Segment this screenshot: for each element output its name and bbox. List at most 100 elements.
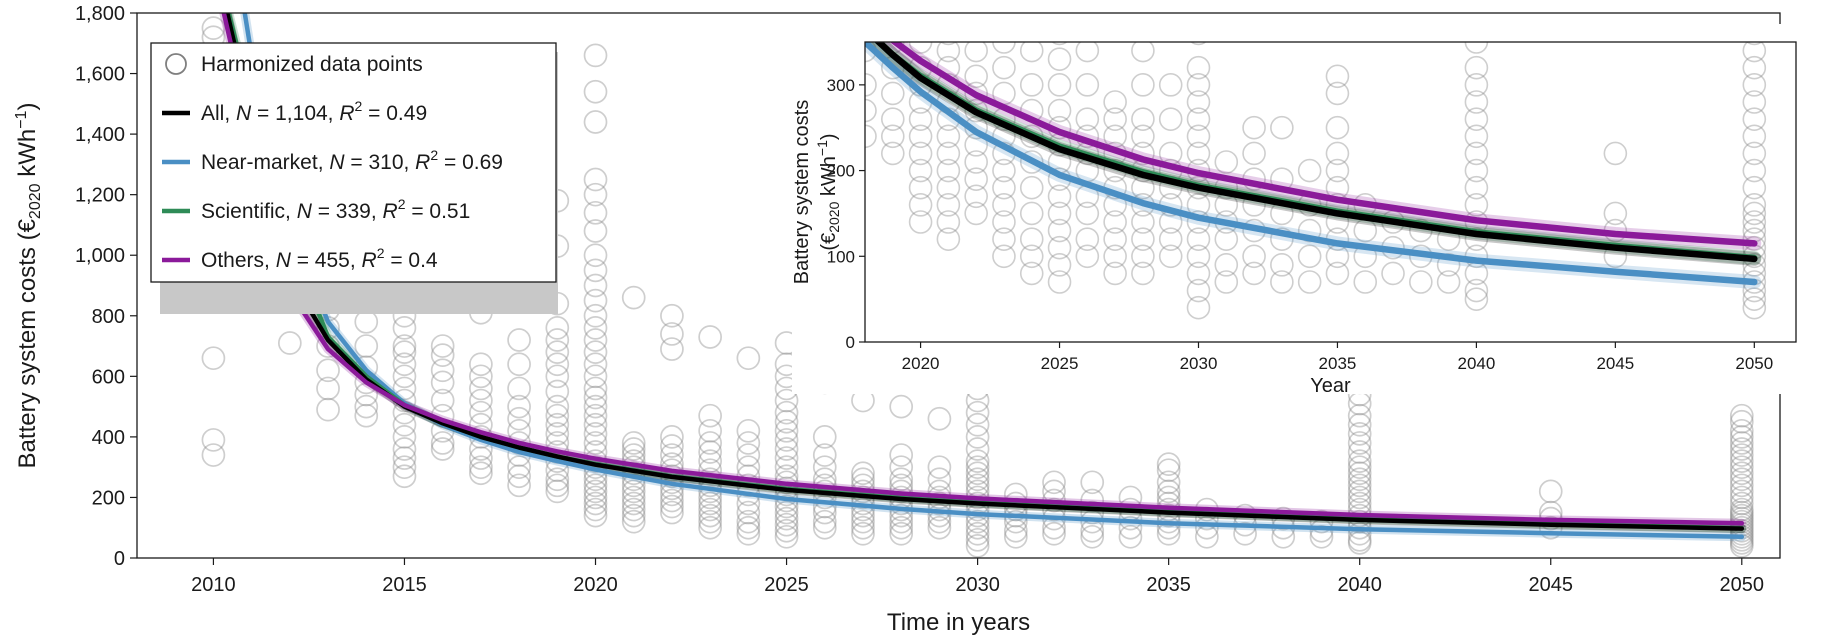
main-data-point (392, 455, 417, 480)
main-data-point (927, 455, 952, 480)
main-data-point (965, 521, 990, 546)
main-data-point (812, 443, 837, 467)
main-data-point (1080, 488, 1105, 513)
main-data-point (583, 340, 608, 364)
main-data-point (1347, 455, 1372, 480)
y-axis-title: Battery system costs (€2020 kWh−1) (13, 103, 44, 469)
main-data-point (965, 400, 990, 425)
inset-data-point (1103, 244, 1127, 269)
inset-y-tick-label: 0 (846, 333, 855, 352)
inset-data-point (1075, 201, 1100, 226)
inset-data-point (1047, 184, 1072, 209)
inset-data-point (1019, 150, 1044, 174)
main-data-point (1347, 440, 1372, 464)
main-data-point (1042, 521, 1066, 546)
main-data-point (698, 418, 722, 443)
inset-data-point (964, 64, 988, 89)
y-tick-label: 400 (92, 427, 125, 449)
inset-series-line-near-market (865, 42, 1758, 286)
main-data-point (812, 455, 837, 480)
main-data-point (583, 491, 608, 516)
main-data-point (1347, 531, 1372, 555)
main-data-point (507, 328, 531, 352)
main-data-point (545, 479, 570, 504)
inset-data-point (1103, 210, 1127, 234)
main-data-point (1538, 479, 1563, 504)
inset-data-point (936, 227, 961, 251)
main-data-point (583, 288, 608, 313)
inset-data-point (1742, 107, 1767, 131)
main-data-point (392, 334, 417, 358)
main-data-point (698, 497, 722, 522)
inset-data-point (1297, 158, 1322, 183)
main-data-point (1156, 503, 1181, 528)
main-data-point (583, 303, 608, 328)
main-data-point (851, 515, 875, 540)
main-data-point (660, 303, 684, 328)
inset-data-point (1186, 141, 1211, 166)
main-data-point (1347, 473, 1372, 498)
inset-data-point (1158, 73, 1183, 97)
inset-data-point (940, 42, 957, 46)
inset-data-point (1047, 73, 1072, 97)
main-data-point (583, 328, 608, 352)
inset-data-point (1242, 244, 1266, 269)
inset-data-point (1436, 253, 1461, 277)
main-data-point (660, 443, 684, 467)
main-data-point (469, 364, 493, 389)
inset-data-point (1158, 107, 1183, 131)
main-data-point (1729, 409, 1754, 434)
main-data-point (736, 418, 761, 443)
main-data-point (583, 473, 608, 498)
main-data-point (660, 337, 684, 361)
inset-data-point (1464, 124, 1489, 149)
main-data-point (660, 500, 684, 525)
main-data-point (1538, 515, 1563, 540)
inset-data-point (964, 150, 988, 174)
inset-data-point (1297, 244, 1322, 269)
main-data-point (1347, 521, 1372, 546)
inset-data-point (1158, 244, 1183, 269)
inset-data-point (865, 124, 877, 149)
main-data-point (660, 322, 684, 346)
inset-data-point (1603, 201, 1628, 226)
main-data-point (469, 455, 493, 480)
inset-data-point (1464, 90, 1489, 114)
main-data-point (430, 437, 455, 461)
inset-data-point (1464, 73, 1489, 97)
inset-data-point (992, 42, 1016, 54)
inset-data-point (1464, 42, 1489, 54)
inset-data-point (880, 141, 905, 166)
inset-data-point (865, 98, 877, 123)
main-data-point (851, 461, 875, 486)
inset-data-point (1409, 270, 1433, 294)
series-line-all (224, 13, 1745, 531)
inset-data-point (1742, 227, 1767, 251)
main-data-point (965, 425, 990, 449)
main-data-point (469, 352, 493, 377)
inset-data-point (936, 193, 961, 217)
main-data-point (392, 352, 417, 377)
inset-data-point (964, 201, 988, 226)
inset-data-point (1019, 175, 1044, 200)
main-data-point (583, 385, 608, 410)
main-data-point (316, 397, 340, 422)
inset-data-point (1436, 270, 1461, 294)
legend-box (150, 42, 557, 283)
legend-entry-label: Near-market, N = 310, R2 = 0.69 (201, 147, 503, 174)
main-data-point (1156, 458, 1181, 483)
main-data-point (545, 394, 570, 419)
main-data-point (545, 467, 570, 492)
inset-data-point (771, 22, 793, 44)
inset-data-point (908, 141, 933, 166)
inset-data-point (1270, 253, 1294, 277)
main-data-point (1156, 479, 1181, 504)
inset-data-point (1103, 227, 1127, 251)
inset-data-point (1742, 124, 1767, 149)
inset-data-point (908, 42, 933, 54)
legend-entry-label: Harmonized data points (201, 53, 423, 76)
inset-data-point (1742, 90, 1767, 114)
main-data-point (392, 376, 417, 401)
x-axis-title: Time in years (887, 609, 1030, 636)
inset-data-point (1047, 270, 1072, 294)
